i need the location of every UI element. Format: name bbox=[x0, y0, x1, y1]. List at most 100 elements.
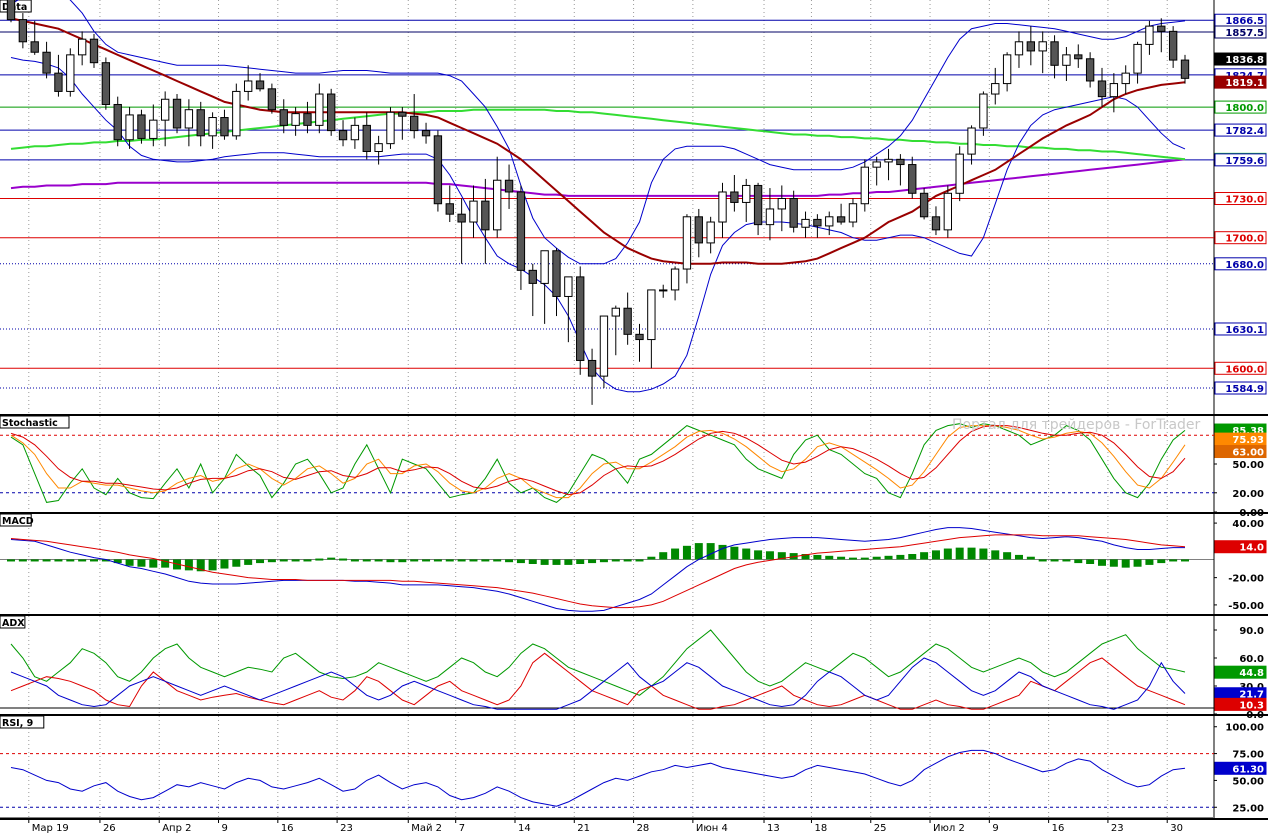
candle-body bbox=[220, 117, 229, 137]
candle-body bbox=[623, 307, 632, 335]
value-tag-text: 1819.1 bbox=[1225, 78, 1264, 89]
y-axis-tick-label: -20.00 bbox=[1228, 574, 1264, 585]
candle bbox=[42, 41, 51, 79]
panel-title-box bbox=[0, 615, 26, 629]
y-axis-tick-label: 75.00 bbox=[1232, 750, 1264, 761]
value-tag-box bbox=[1214, 257, 1267, 271]
y-axis-tick-label: 0.00 bbox=[1239, 508, 1264, 519]
candle-body bbox=[386, 111, 395, 145]
price-label: 1730.0 bbox=[1214, 192, 1267, 206]
candle-body bbox=[1157, 25, 1166, 32]
candle-body bbox=[599, 315, 609, 377]
indicator-series-line bbox=[10, 629, 1186, 696]
candle-body bbox=[979, 93, 988, 129]
histogram-bar bbox=[493, 559, 502, 562]
y-axis-tick-label: 40.00 bbox=[1232, 519, 1264, 530]
candle bbox=[172, 94, 182, 134]
value-tag-box bbox=[1214, 322, 1267, 336]
value-tag-box bbox=[1214, 445, 1267, 459]
candle-body bbox=[327, 93, 336, 132]
candle bbox=[599, 315, 609, 388]
candle bbox=[955, 146, 964, 202]
panel-title-text: MACD bbox=[2, 516, 34, 527]
candle bbox=[813, 214, 822, 238]
value-tag-box bbox=[1214, 231, 1267, 245]
candle bbox=[303, 101, 312, 134]
panel-stochastic: Stochastic80.0050.0020.000.0085.3875.936… bbox=[0, 415, 1268, 519]
x-axis-tick-label: 16 bbox=[281, 823, 294, 834]
histogram-bar bbox=[18, 559, 27, 562]
y-axis-tick-label: 50.00 bbox=[1232, 460, 1264, 471]
candle-body bbox=[777, 198, 786, 210]
candle bbox=[765, 188, 775, 241]
candle-body bbox=[137, 114, 146, 139]
histogram-bar bbox=[1097, 559, 1106, 566]
candle bbox=[836, 203, 846, 225]
candle bbox=[516, 185, 526, 290]
candle-body bbox=[931, 216, 941, 231]
value-tag-box bbox=[1214, 381, 1267, 395]
candle-body bbox=[647, 289, 656, 341]
candle bbox=[991, 67, 1000, 105]
candle-body bbox=[682, 216, 692, 270]
value-tag-text: 85.38 bbox=[1232, 426, 1264, 437]
histogram-bar bbox=[671, 548, 680, 560]
candle-body bbox=[315, 93, 324, 126]
candle bbox=[777, 185, 786, 232]
candle-body bbox=[860, 166, 869, 205]
x-axis-tick-label: 9 bbox=[222, 823, 228, 834]
x-axis-tick-label: 9 bbox=[992, 823, 998, 834]
histogram-bar bbox=[872, 556, 881, 560]
histogram-bar bbox=[244, 559, 253, 565]
candle bbox=[279, 99, 288, 134]
panel-title-text: Stochastic bbox=[2, 418, 58, 429]
value-tag-box bbox=[1214, 361, 1267, 375]
histogram-bar bbox=[742, 548, 751, 560]
x-axis-tick-label: Май 2 bbox=[411, 823, 442, 834]
candle bbox=[267, 83, 277, 114]
candle-body bbox=[350, 124, 360, 141]
candle-body bbox=[113, 103, 122, 141]
candle-body bbox=[101, 62, 111, 105]
candle-body bbox=[1180, 59, 1190, 79]
value-tag-box bbox=[1214, 697, 1267, 711]
y-axis-tick-label: 100.00 bbox=[1225, 723, 1264, 734]
histogram-bar bbox=[659, 552, 668, 560]
candle bbox=[1097, 67, 1107, 108]
candle-body bbox=[943, 192, 953, 231]
value-tag-text: 61.30 bbox=[1232, 764, 1264, 775]
price-label: 1600.0 bbox=[1214, 361, 1267, 375]
histogram-bar bbox=[232, 559, 241, 567]
candle-body bbox=[694, 216, 703, 244]
candle-body bbox=[208, 117, 217, 137]
candle bbox=[694, 208, 703, 258]
candle bbox=[919, 188, 929, 220]
x-axis-tick-label: 14 bbox=[518, 823, 531, 834]
vertical-grid bbox=[28, 0, 1168, 818]
candle-body bbox=[42, 51, 51, 74]
histogram-bar bbox=[90, 559, 99, 562]
candle bbox=[979, 91, 988, 136]
candle bbox=[967, 125, 976, 165]
histogram-bar bbox=[576, 559, 585, 564]
candle bbox=[504, 164, 514, 209]
histogram-bar bbox=[552, 559, 561, 565]
candle-body bbox=[1109, 83, 1119, 98]
x-axis-tick-label: 26 bbox=[103, 823, 116, 834]
candle-body bbox=[659, 289, 668, 292]
value-tag-text: 1700.0 bbox=[1225, 234, 1264, 245]
candle-body bbox=[362, 124, 371, 152]
candle-body bbox=[1014, 41, 1024, 56]
value-tag-box bbox=[1214, 665, 1267, 679]
histogram-bar bbox=[588, 559, 597, 564]
candle-body bbox=[1145, 25, 1154, 45]
y-axis-tick-label: 25.00 bbox=[1232, 803, 1264, 814]
panel-title-box bbox=[0, 715, 45, 729]
x-axis-tick-label: 28 bbox=[637, 823, 650, 834]
x-axis-tick-label: Июн 4 bbox=[696, 823, 728, 834]
value-tag-box bbox=[1214, 25, 1267, 39]
candle bbox=[931, 206, 941, 236]
candle bbox=[1026, 26, 1036, 66]
histogram-bar bbox=[623, 559, 632, 562]
candle bbox=[1168, 26, 1178, 68]
